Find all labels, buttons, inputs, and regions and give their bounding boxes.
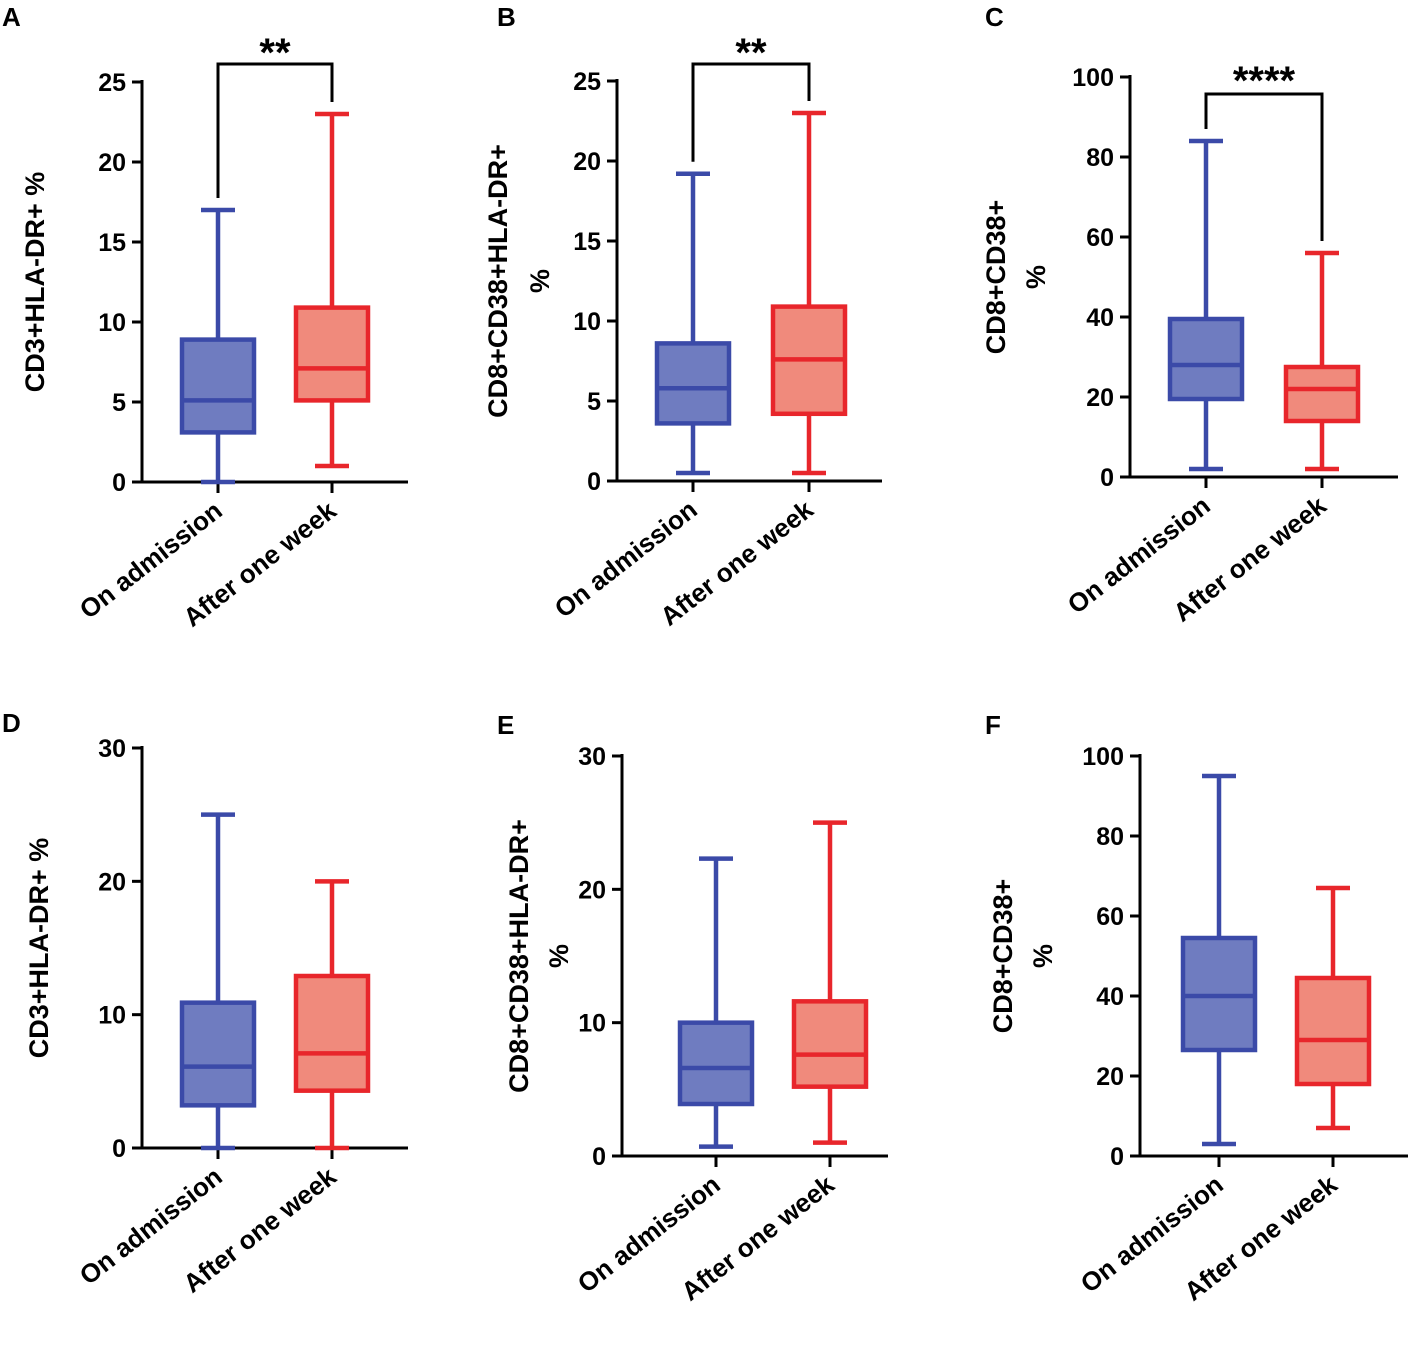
significance-label: ** [259,31,291,75]
y-tick-label: 15 [573,228,601,256]
y-tick-label: 10 [98,1002,126,1030]
box-on-admission [179,207,257,485]
y-tick-label: 5 [112,389,126,417]
box-after-one-week [791,820,869,1145]
y-tick-label: 0 [1100,464,1114,492]
y-tick-label: 60 [1086,224,1114,252]
iqr-box [1283,364,1361,424]
y-tick-label: 80 [1086,144,1114,172]
y-axis-label: CD3+HLA-DR+ % [20,172,50,393]
significance-bracket [691,62,811,162]
panel-letter: E [497,710,514,740]
y-tick-label: 10 [98,309,126,337]
y-axis-label: CD8+CD38+HLA-DR+ [483,144,513,418]
iqr-box [293,973,371,1093]
y-tick-label: 0 [587,468,601,496]
y-tick-label: 20 [1086,384,1114,412]
y-tick-label: 0 [1110,1143,1124,1171]
panel-letter: C [985,2,1004,32]
panel-letter: A [2,2,21,32]
iqr-box [654,341,732,426]
y-tick-label: 20 [573,148,601,176]
y-tick-label: 100 [1082,743,1124,771]
y-tick-label: 20 [578,876,606,904]
y-axis-label: CD3+HLA-DR+ % [24,838,54,1059]
significance-label: **** [1233,59,1296,103]
box-after-one-week [1283,250,1361,472]
y-tick-label: 15 [98,229,126,257]
y-tick-label: 30 [98,735,126,763]
panel-letter: B [497,2,516,32]
iqr-box [293,305,371,403]
box-on-admission [1167,138,1245,472]
y-tick-label: 80 [1096,823,1124,851]
y-tick-label: 25 [573,68,601,96]
y-axis-label: CD8+CD38+HLA-DR+ [504,819,534,1093]
box-after-one-week [770,110,848,476]
y-axis-label: CD8+CD38+ [988,879,1018,1034]
y-tick-label: 10 [578,1010,606,1038]
y-tick-label: 0 [592,1143,606,1171]
y-tick-label: 20 [1096,1063,1124,1091]
significance-label: ** [735,31,767,75]
y-axis-label-unit: % [1021,265,1051,289]
iqr-box [1294,975,1372,1087]
iqr-box [179,1000,257,1108]
box-on-admission [654,171,732,476]
y-tick-label: 25 [98,69,126,97]
iqr-box [791,999,869,1089]
significance-bracket [1204,92,1324,241]
iqr-box [179,337,257,435]
box-on-admission [677,856,755,1149]
box-on-admission [1180,773,1258,1147]
y-tick-label: 10 [573,308,601,336]
y-axis-label-unit: % [544,944,574,968]
iqr-box [1167,316,1245,402]
box-on-admission [179,812,257,1151]
y-tick-label: 40 [1086,304,1114,332]
y-tick-label: 100 [1072,64,1114,92]
significance-bracket [216,62,334,198]
box-after-one-week [1294,885,1372,1131]
y-tick-label: 5 [587,388,601,416]
y-axis-label-unit: % [1028,944,1058,968]
y-tick-label: 20 [98,868,126,896]
box-after-one-week [293,111,371,469]
y-axis-label-unit: % [525,269,555,293]
box-after-one-week [293,879,371,1151]
y-tick-label: 0 [112,1135,126,1163]
iqr-box [677,1020,755,1107]
panel-letter: D [2,708,21,738]
panel-letter: F [985,710,1001,740]
y-tick-label: 40 [1096,983,1124,1011]
y-tick-label: 60 [1096,903,1124,931]
y-tick-label: 30 [578,743,606,771]
y-tick-label: 0 [112,469,126,497]
y-axis-label: CD8+CD38+ [981,200,1011,355]
y-tick-label: 20 [98,149,126,177]
